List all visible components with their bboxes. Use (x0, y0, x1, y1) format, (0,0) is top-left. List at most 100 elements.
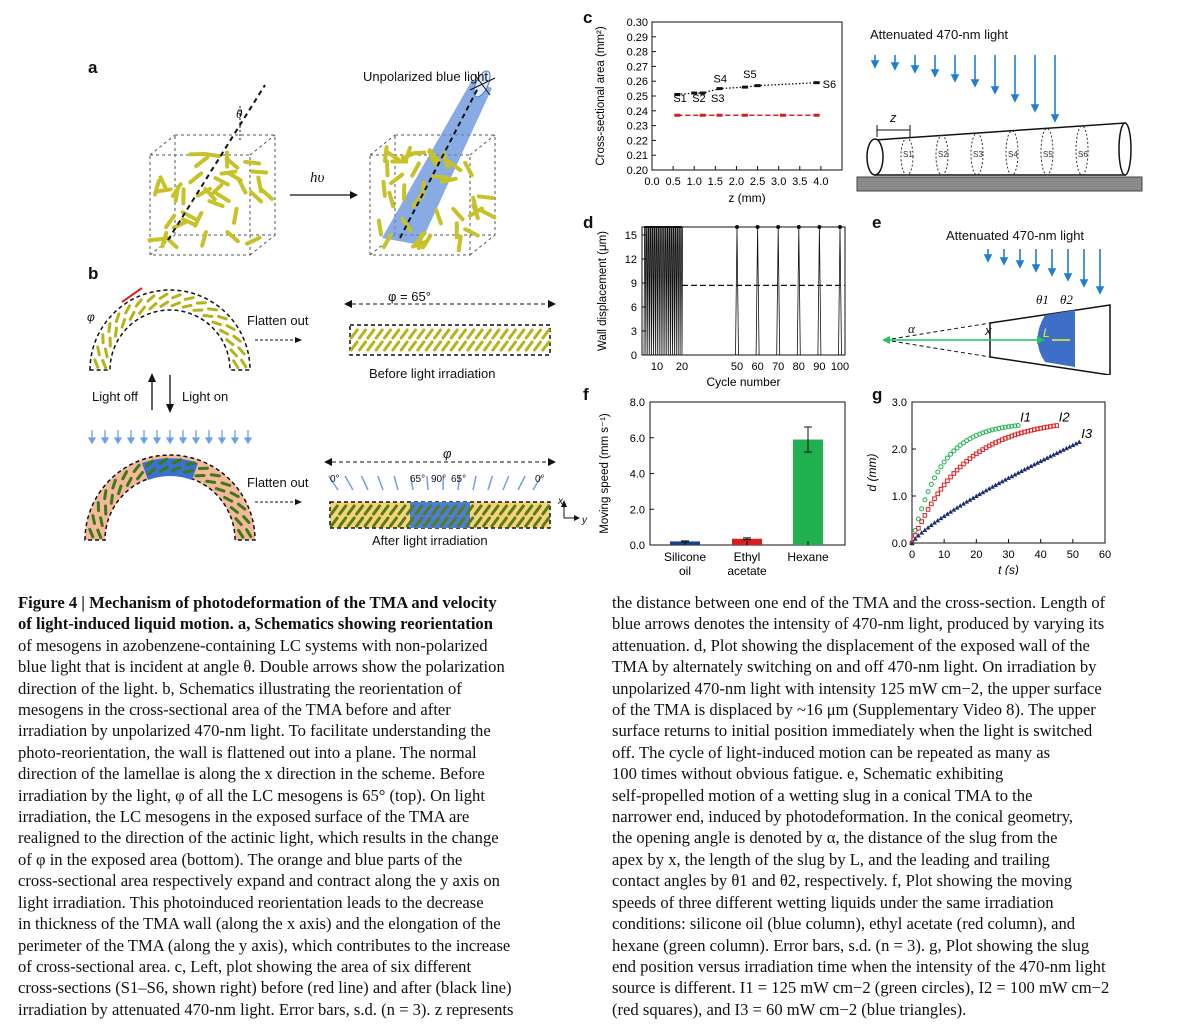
mesogen-rod (466, 340, 476, 352)
mesogen-rod (387, 190, 396, 209)
mesogen-rod (533, 328, 542, 340)
angle-0-right: 0° (535, 474, 545, 485)
caption-line: apex by x, the length of the slug by L, … (612, 849, 1050, 869)
mesogen-rod (376, 218, 384, 237)
caption-line: end position versus irradiation time whe… (612, 956, 1106, 976)
mesogen-rod (225, 229, 240, 244)
data-point-I1 (935, 469, 941, 475)
x-tick-label: 50 (1067, 549, 1079, 561)
panel-a-label: a (88, 58, 98, 77)
mesogen-rod (346, 516, 356, 528)
mesogen-rod (366, 340, 376, 352)
data-point-before (813, 113, 820, 117)
mesogen-rod (372, 516, 382, 528)
mesogen-rod (248, 190, 264, 204)
light-arrow-head (204, 437, 214, 445)
mesogen-rod (405, 504, 415, 516)
mesogen-rod (99, 516, 104, 528)
mesogen-rod (136, 471, 144, 481)
mesogen-rod (374, 328, 384, 340)
mesogen-rod (441, 340, 451, 352)
mesogen-rod (388, 516, 398, 528)
mesogen-rod (516, 328, 526, 340)
caption-line: of the TMA is displaced by ~16 μm (Suppl… (612, 700, 1096, 720)
light-arrow-head (113, 437, 123, 445)
mesogen-rod (219, 169, 238, 176)
data-point-I2 (961, 461, 966, 467)
point-label: S6 (823, 79, 836, 91)
mesogen-rod (209, 473, 221, 478)
data-point-I3 (996, 480, 1002, 486)
data-point-I3 (986, 486, 992, 491)
mesogen-rod (158, 465, 169, 473)
point-label: S4 (714, 74, 727, 86)
data-point-I1 (954, 445, 960, 451)
mesogen-rod (232, 359, 240, 370)
cycle-peak (817, 225, 822, 229)
angle-65-left: 65° (410, 474, 426, 485)
caption-line: of light-induced liquid motion. a, Schem… (18, 614, 493, 634)
mesogen-rod (389, 172, 405, 186)
mesogen-rod (159, 300, 170, 308)
mesogen-rod (134, 298, 143, 308)
theta-label: θ (236, 106, 243, 121)
data-point-I3 (1038, 458, 1044, 464)
data-point-I1 (941, 459, 947, 465)
y-tick-label: 6.0 (630, 433, 645, 445)
data-point-I3 (1054, 450, 1060, 455)
point-label: S2 (692, 93, 705, 105)
mesogen-rod (532, 516, 542, 528)
data-point-before (716, 113, 723, 117)
mesogen-rod (416, 232, 424, 251)
mesogen-rod (397, 504, 407, 516)
bar (793, 439, 823, 545)
mesogen-rod (171, 458, 183, 465)
mesogen-rod (114, 312, 121, 323)
mesogen-rod (416, 340, 426, 352)
light-arrow-head (126, 437, 136, 445)
mesogen-rod (358, 340, 367, 352)
mesogen-rod (391, 328, 401, 340)
data-point-I3 (957, 503, 963, 508)
data-point-I3 (951, 507, 957, 512)
mesogen-rod (93, 358, 100, 369)
data-point-I1 (944, 455, 950, 461)
mesogen-rod (109, 493, 114, 505)
data-point-I3 (990, 484, 995, 489)
mesogen-rod (101, 359, 108, 370)
theta2-label: θ2 (1060, 292, 1073, 307)
light-arrow-head (1031, 264, 1041, 273)
data-point-I3 (1073, 441, 1079, 446)
mesogen-rod (237, 528, 245, 539)
mesogen-rod (524, 504, 534, 516)
data-point-I1 (932, 475, 938, 481)
mesogen-rod (91, 514, 97, 525)
light-arrow-head (990, 86, 1000, 95)
data-point-I1 (1002, 424, 1008, 430)
mesogen-rod (148, 302, 158, 311)
caption-line: of φ in the exposed area (bottom). The o… (18, 849, 463, 869)
y-axis-label: d (mm) (865, 454, 879, 492)
data-point-I1 (915, 516, 921, 522)
mesogen-rod (363, 516, 373, 528)
data-point-I1 (928, 481, 934, 487)
mesogen-rod (451, 206, 465, 222)
caption-line: in thickness of the TMA wall (along the … (18, 914, 501, 934)
caption-line: contact angles by θ1 and θ2, respectivel… (612, 871, 1072, 891)
cycle-peak (735, 225, 739, 229)
mesogen-rod (471, 202, 480, 221)
mesogen-rod (483, 340, 492, 352)
light-arrow-head (243, 437, 253, 445)
mesogen-rod (403, 145, 412, 164)
x-tick-label: 20 (676, 361, 688, 373)
mesogen-rod (153, 178, 161, 197)
angle-65-right: 65° (451, 474, 467, 485)
light-arrow-head (1063, 273, 1073, 282)
data-point-I3 (964, 499, 970, 504)
series-label: I1 (1020, 410, 1031, 425)
mesogen-rod (209, 183, 224, 197)
light-arrow (487, 475, 494, 491)
x-tick-label: 2.0 (729, 176, 744, 188)
mesogen-rod (381, 179, 387, 198)
caption-line: of mesogens in azobenzene-containing LC … (18, 635, 488, 655)
